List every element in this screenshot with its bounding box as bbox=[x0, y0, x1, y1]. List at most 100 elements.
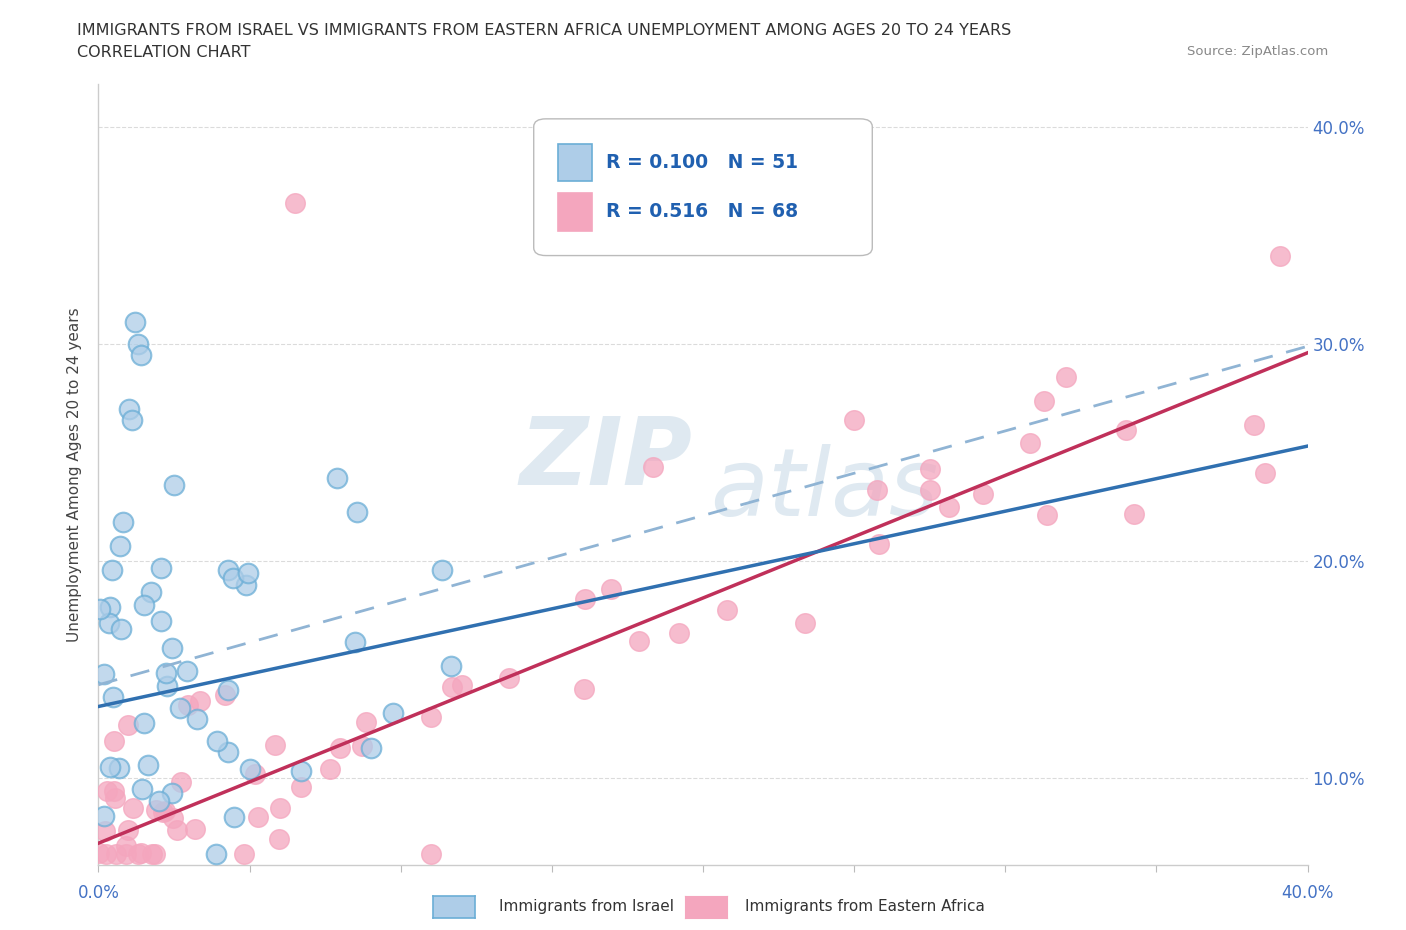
Text: R = 0.516   N = 68: R = 0.516 N = 68 bbox=[606, 203, 799, 221]
Point bbox=[217, 683, 239, 698]
Point bbox=[217, 744, 239, 759]
Point bbox=[360, 740, 382, 755]
Point bbox=[344, 634, 367, 649]
Point bbox=[132, 716, 155, 731]
Point bbox=[162, 811, 184, 826]
Point bbox=[236, 565, 259, 580]
Point bbox=[865, 483, 887, 498]
Point bbox=[96, 783, 118, 798]
Text: 40.0%: 40.0% bbox=[1281, 884, 1334, 902]
Point bbox=[129, 348, 152, 363]
Text: Source: ZipAtlas.com: Source: ZipAtlas.com bbox=[1188, 45, 1329, 58]
Point bbox=[122, 801, 145, 816]
Text: CORRELATION CHART: CORRELATION CHART bbox=[77, 45, 250, 60]
Text: ZIP: ZIP bbox=[520, 413, 693, 505]
Point bbox=[101, 689, 124, 704]
Point bbox=[844, 413, 866, 428]
Point bbox=[148, 794, 170, 809]
Point bbox=[186, 712, 208, 727]
Point bbox=[163, 478, 186, 493]
Point bbox=[184, 821, 207, 836]
Point bbox=[600, 582, 623, 597]
Point bbox=[139, 584, 162, 599]
Point bbox=[114, 846, 136, 861]
Point bbox=[643, 460, 665, 475]
Point bbox=[1115, 422, 1137, 437]
Point bbox=[263, 737, 285, 752]
Point bbox=[419, 846, 441, 861]
Point bbox=[572, 682, 595, 697]
Point bbox=[207, 733, 229, 748]
Point bbox=[346, 504, 368, 519]
Point bbox=[97, 616, 120, 631]
Point bbox=[1054, 369, 1077, 384]
Point bbox=[104, 846, 127, 861]
Point bbox=[269, 801, 291, 816]
Point bbox=[354, 714, 377, 729]
Point bbox=[103, 734, 125, 749]
Point bbox=[498, 671, 520, 686]
Point bbox=[117, 718, 139, 733]
Point bbox=[108, 760, 131, 775]
Point bbox=[920, 461, 942, 476]
Point bbox=[114, 838, 136, 853]
Text: Immigrants from Israel: Immigrants from Israel bbox=[499, 899, 673, 914]
Point bbox=[110, 538, 132, 553]
Point bbox=[1254, 465, 1277, 480]
Point bbox=[451, 677, 474, 692]
Point bbox=[419, 710, 441, 724]
Point bbox=[233, 846, 256, 861]
Point bbox=[214, 688, 236, 703]
Text: 0.0%: 0.0% bbox=[77, 884, 120, 902]
Text: IMMIGRANTS FROM ISRAEL VS IMMIGRANTS FROM EASTERN AFRICA UNEMPLOYMENT AMONG AGES: IMMIGRANTS FROM ISRAEL VS IMMIGRANTS FRO… bbox=[77, 23, 1011, 38]
Point bbox=[319, 762, 342, 777]
Point bbox=[176, 663, 198, 678]
Point bbox=[381, 706, 404, 721]
Point bbox=[127, 846, 149, 861]
Point bbox=[1019, 435, 1042, 450]
Point bbox=[329, 740, 352, 755]
Point bbox=[868, 537, 890, 551]
Point bbox=[222, 571, 245, 586]
Point bbox=[129, 845, 152, 860]
Point bbox=[93, 667, 115, 682]
Point bbox=[162, 786, 184, 801]
Point bbox=[153, 804, 176, 818]
Point bbox=[222, 810, 245, 825]
Point bbox=[440, 658, 463, 673]
Point bbox=[132, 597, 155, 612]
Point bbox=[121, 413, 143, 428]
Point bbox=[1270, 248, 1292, 263]
Point bbox=[574, 591, 596, 606]
Point bbox=[98, 600, 121, 615]
Point bbox=[156, 679, 179, 694]
Point bbox=[136, 758, 159, 773]
Point bbox=[111, 514, 134, 529]
Point bbox=[131, 782, 153, 797]
Point bbox=[284, 195, 307, 210]
Point bbox=[87, 845, 110, 860]
Point bbox=[124, 315, 146, 330]
Point bbox=[627, 633, 650, 648]
Point bbox=[430, 563, 453, 578]
Point bbox=[169, 700, 191, 715]
Bar bbox=[558, 144, 592, 181]
Point bbox=[162, 641, 184, 656]
Point bbox=[239, 762, 262, 777]
Point bbox=[326, 471, 349, 485]
Point bbox=[793, 616, 815, 631]
Point bbox=[141, 846, 163, 861]
Point bbox=[155, 665, 177, 680]
Point bbox=[100, 563, 122, 578]
Point bbox=[972, 486, 994, 501]
Bar bbox=[558, 193, 592, 231]
Point bbox=[235, 578, 257, 592]
Point bbox=[245, 766, 267, 781]
Point bbox=[440, 680, 463, 695]
Point bbox=[127, 337, 149, 352]
Point bbox=[1036, 507, 1059, 522]
Point bbox=[103, 783, 125, 798]
Point bbox=[267, 831, 290, 846]
Point bbox=[1033, 393, 1056, 408]
Point bbox=[104, 790, 127, 805]
